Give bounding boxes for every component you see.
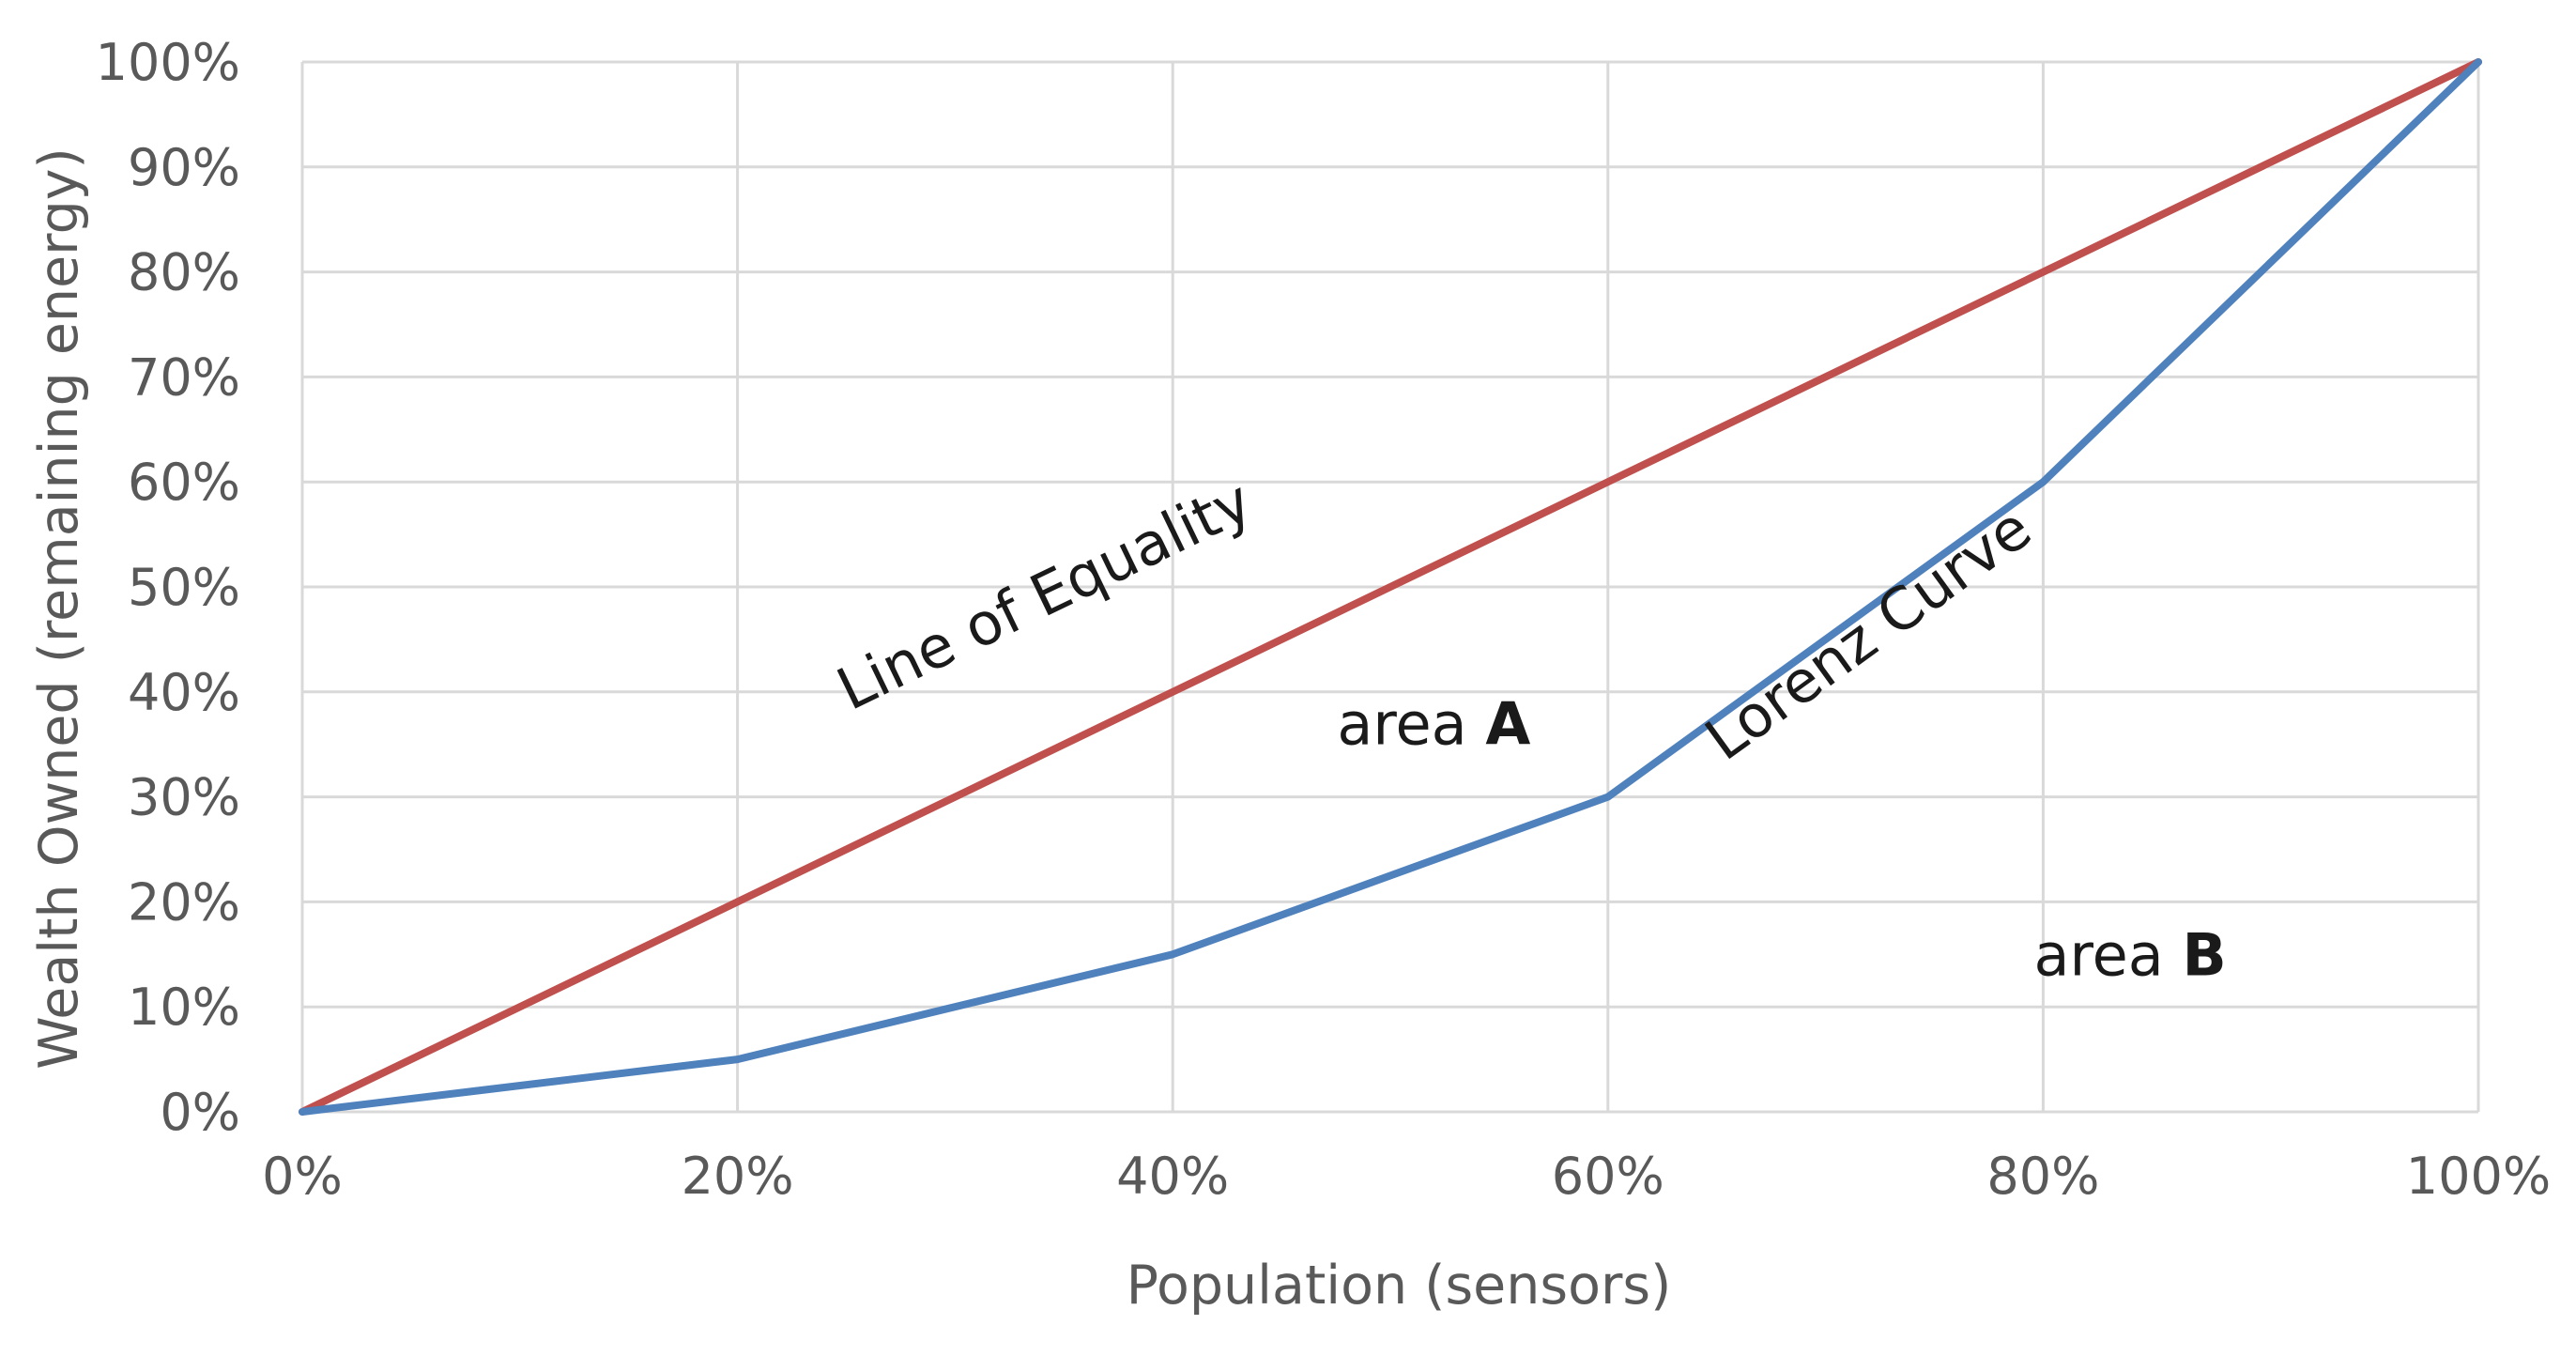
area-a-prefix: area bbox=[1337, 690, 1485, 759]
y-tick-label: 80% bbox=[128, 243, 240, 302]
area-a-label: area A bbox=[1337, 690, 1530, 759]
y-tick-label: 0% bbox=[160, 1083, 240, 1142]
y-tick-label: 60% bbox=[128, 453, 240, 512]
y-tick-label: 70% bbox=[128, 347, 240, 407]
x-tick-label: 80% bbox=[1986, 1147, 2099, 1206]
area-b-label: area B bbox=[2034, 921, 2227, 990]
y-tick-label: 30% bbox=[128, 768, 240, 827]
y-tick-labels: 0% 10% 20% 30% 40% 50% 60% 70% 80% 90% 100% bbox=[96, 33, 240, 1142]
x-axis-title: Population (sensors) bbox=[1127, 1255, 1672, 1317]
y-axis-title: Wealth Owned (remaining energy) bbox=[28, 147, 90, 1069]
lorenz-curve-line bbox=[299, 58, 2482, 1116]
y-tick-label: 20% bbox=[128, 872, 240, 932]
y-tick-label: 50% bbox=[128, 558, 240, 617]
x-tick-label: 0% bbox=[262, 1147, 343, 1206]
x-tick-labels: 0% 20% 40% 60% 80% 100% bbox=[262, 1147, 2551, 1206]
series-lines bbox=[299, 58, 2482, 1116]
x-tick-label: 60% bbox=[1552, 1147, 1664, 1206]
y-tick-label: 10% bbox=[128, 978, 240, 1037]
y-tick-label: 90% bbox=[128, 138, 240, 197]
area-b-prefix: area bbox=[2034, 921, 2183, 990]
y-tick-label: 100% bbox=[96, 33, 240, 92]
x-tick-label: 40% bbox=[1116, 1147, 1229, 1206]
y-tick-label: 40% bbox=[128, 663, 240, 722]
area-b-letter: B bbox=[2182, 921, 2226, 990]
x-tick-label: 20% bbox=[682, 1147, 794, 1206]
area-a-letter: A bbox=[1485, 690, 1530, 759]
gridlines bbox=[300, 60, 2480, 1114]
equality-line bbox=[299, 58, 2482, 1116]
x-tick-label: 100% bbox=[2406, 1147, 2551, 1206]
